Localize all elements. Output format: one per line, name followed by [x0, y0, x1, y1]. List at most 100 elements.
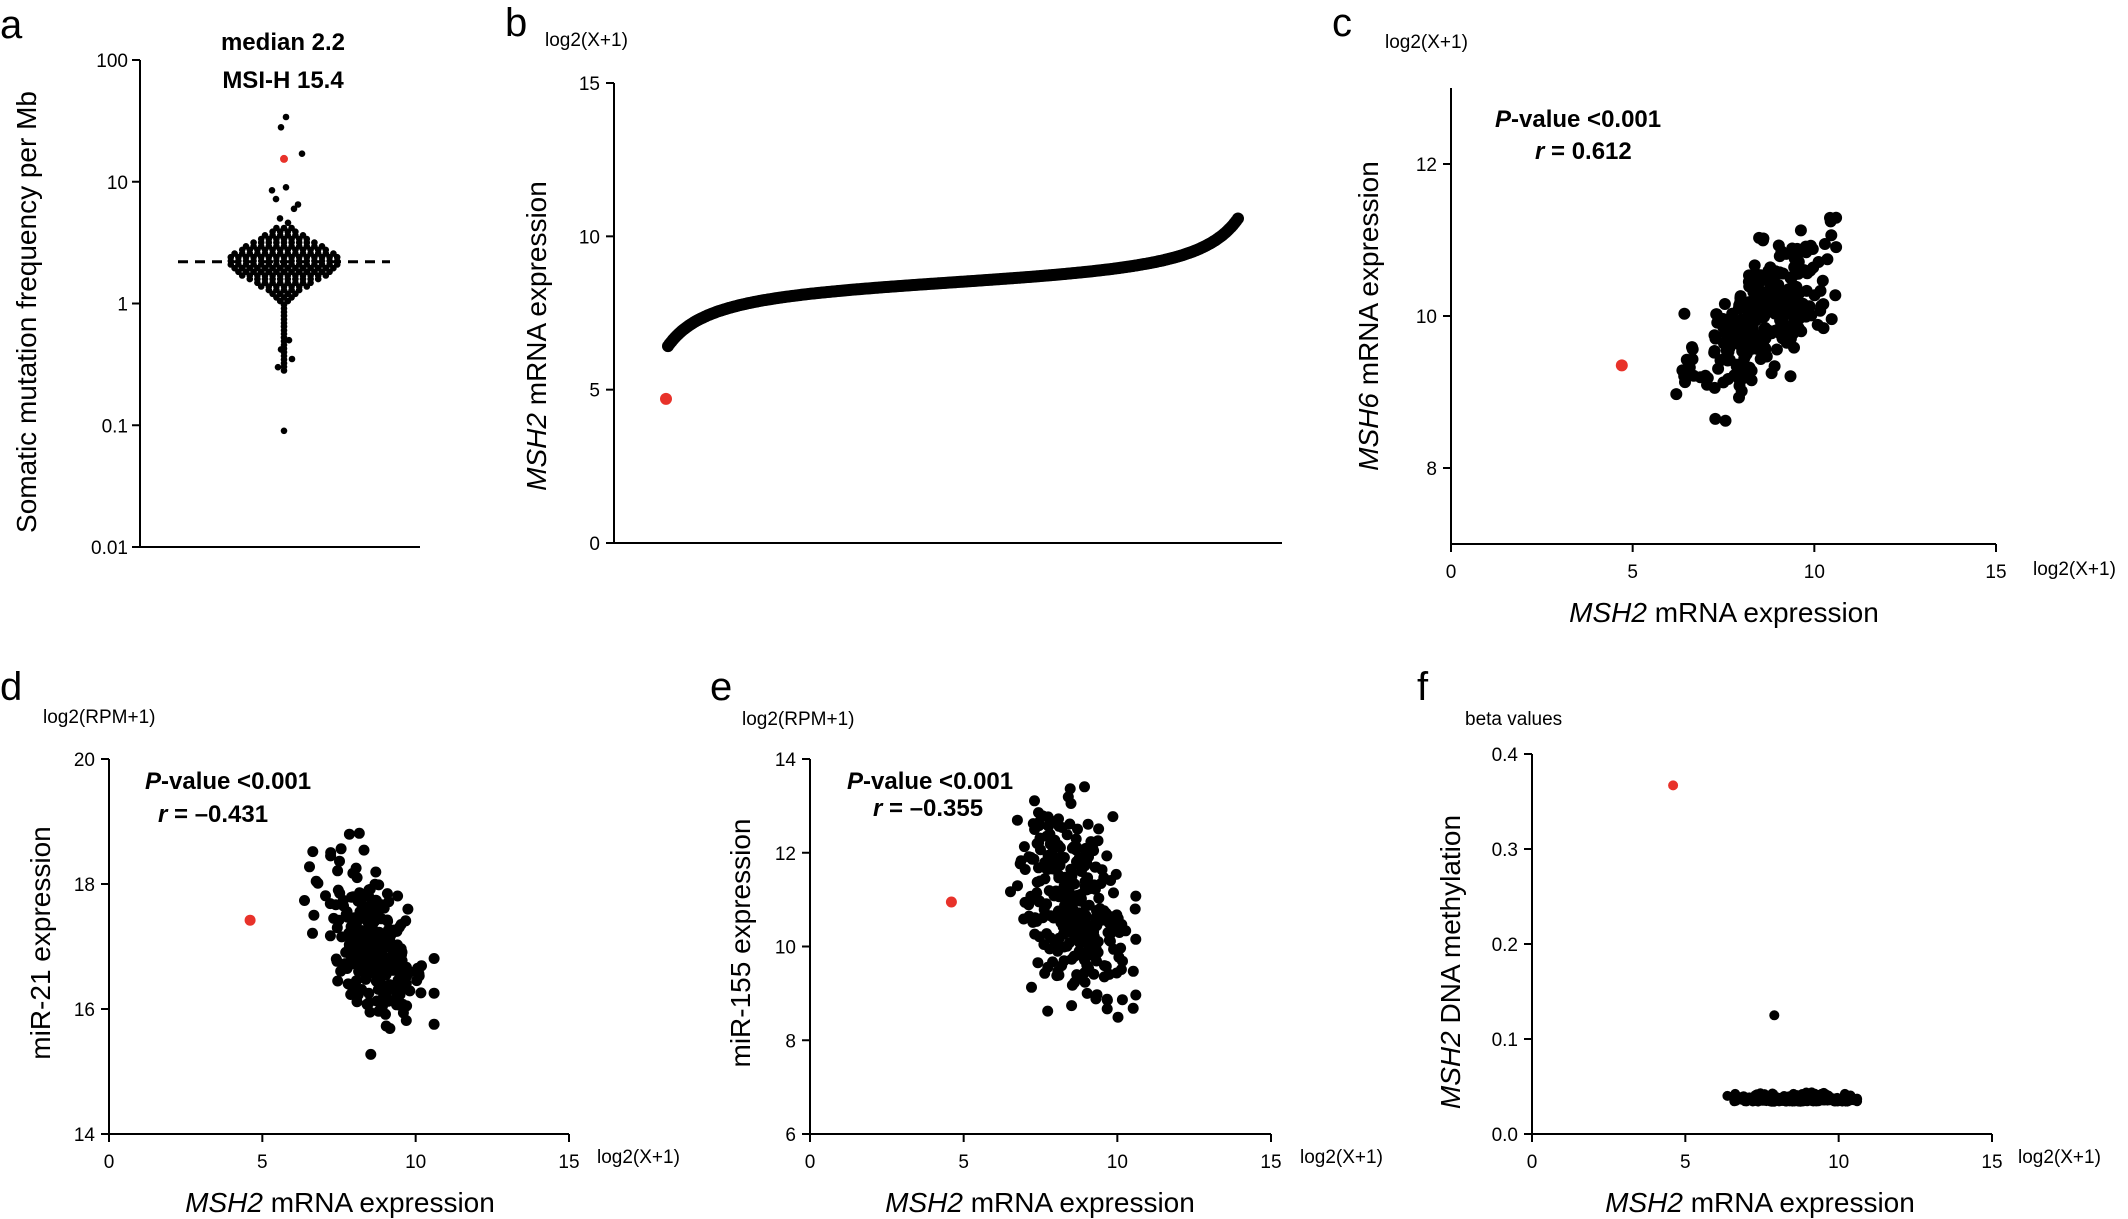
- panel-a-point: [284, 219, 292, 227]
- panel-d-pvalue-p: P: [145, 768, 162, 795]
- panel-e-point: [1116, 994, 1128, 1006]
- panel-c-ylabel-rest: mRNA expression: [1353, 161, 1384, 393]
- panel-e-xlabel: MSH2 mRNA expression: [885, 1187, 1195, 1218]
- panel-d-point: [345, 989, 357, 1000]
- panel-a-median-label: median 2.2: [221, 29, 345, 56]
- panel-c-point: [1773, 250, 1786, 263]
- panel-d-point: [350, 918, 362, 930]
- panel-e-point: [1077, 951, 1089, 963]
- panel-e-point: [1108, 887, 1119, 899]
- panel-a-point: [272, 195, 280, 203]
- panel-e-point: [1129, 903, 1141, 915]
- panel-f-point: [1769, 1096, 1780, 1107]
- panel-c-ytick-label: 10: [1416, 307, 1437, 328]
- panel-f-xlabel-rest: mRNA expression: [1683, 1187, 1915, 1218]
- panel-a-point: [280, 224, 288, 232]
- panel-e-point: [1092, 913, 1104, 925]
- panel-a-ytick-label: 0.01: [91, 538, 128, 559]
- panel-f-point: [1751, 1094, 1762, 1104]
- panel-e-point: [1077, 930, 1089, 942]
- panel-c-xtick-label: 15: [1985, 562, 2006, 583]
- panel-e-point: [1041, 859, 1053, 871]
- panel-e-point: [1027, 916, 1039, 928]
- panel-d-xtick-label: 10: [405, 1152, 426, 1173]
- panel-e-point: [1071, 890, 1083, 901]
- panel-f-xlabel: MSH2 mRNA expression: [1605, 1187, 1915, 1218]
- panel-a-point: [277, 346, 285, 353]
- panel-a-point: [242, 243, 250, 250]
- panel-e-pvalue-text: -value <0.001: [863, 768, 1013, 795]
- panel-c-point: [1735, 299, 1748, 312]
- panel-e-point: [1048, 912, 1060, 924]
- panel-c-letter: c: [1332, 1, 1352, 45]
- panel-c-point: [1805, 309, 1818, 322]
- panel-e-rvalue: r = –0.355: [873, 795, 983, 822]
- panel-d-point: [342, 978, 354, 990]
- panel-d-point: [349, 929, 361, 941]
- panel-f-ytick-label: 0.3: [1492, 840, 1518, 861]
- panel-d-point: [377, 932, 389, 943]
- panel-c-point: [1777, 267, 1789, 280]
- panel-a-ytick-label: 1: [117, 295, 128, 316]
- panel-b-ylabel-gene: MSH2: [521, 413, 552, 491]
- panel-c-point: [1718, 336, 1731, 349]
- panel-d-point: [331, 955, 343, 967]
- panel-a-point: [290, 205, 298, 213]
- panel-d-point: [361, 998, 373, 1010]
- panel-d-point: [351, 872, 363, 884]
- panel-d-point: [343, 828, 355, 840]
- panel-e-point: [1026, 981, 1037, 993]
- panel-c-point: [1739, 363, 1752, 376]
- panel-b-yticks: 0 5 10 15: [579, 74, 614, 555]
- panel-d-point: [395, 919, 407, 930]
- panel-e-point: [1083, 851, 1094, 863]
- panel-a-point: [261, 232, 269, 239]
- panel-c-point: [1751, 268, 1764, 281]
- panel-d-letter: d: [0, 665, 22, 709]
- panel-f-points: [1668, 780, 1863, 1107]
- panel-d-point: [402, 903, 414, 915]
- panel-e-point: [1031, 893, 1042, 905]
- panel-f-axes: [1531, 754, 1992, 1135]
- panel-b-highlight-point: [660, 392, 672, 405]
- panel-e-point: [1018, 913, 1030, 925]
- panel-d-point: [365, 1048, 377, 1060]
- panel-c-point: [1709, 412, 1722, 425]
- panel-e-point: [1093, 823, 1105, 835]
- panel-e-point: [1090, 993, 1102, 1005]
- panel-e-point: [1078, 967, 1090, 979]
- panel-e-point: [1112, 1011, 1124, 1023]
- panel-c-point: [1728, 369, 1741, 382]
- panel-f-x-unit: log2(X+1): [2018, 1147, 2101, 1168]
- panel-c-rvalue: r = 0.612: [1535, 138, 1632, 165]
- panel-d-points: [244, 827, 440, 1060]
- panel-d-point: [335, 843, 347, 855]
- panel-c-point: [1825, 313, 1838, 326]
- panel-d-rvalue-text: = –0.431: [167, 801, 268, 828]
- panel-a-point: [288, 224, 295, 232]
- panel-b-point: [1232, 212, 1244, 225]
- panel-f-point: [1809, 1091, 1820, 1102]
- panel-c-point: [1781, 299, 1793, 312]
- panel-a-point: [299, 232, 307, 239]
- panel-c-pvalue: P-value <0.001: [1495, 106, 1661, 133]
- panel-d-point: [354, 887, 365, 899]
- panel-d-point: [333, 914, 345, 926]
- panel-f-y-unit: beta values: [1465, 709, 1562, 730]
- panel-a-point: [268, 187, 276, 194]
- panel-e-point: [1066, 979, 1078, 991]
- panel-e-point: [1048, 890, 1060, 902]
- panel-f-xtick-label: 0: [1527, 1152, 1538, 1173]
- panel-a-ytick-label: 10: [107, 173, 128, 194]
- panel-c-rvalue-r: r: [1535, 138, 1546, 165]
- panel-c-point: [1811, 318, 1824, 331]
- panel-e-point: [1034, 875, 1046, 887]
- panel-d-point: [380, 1020, 392, 1032]
- panel-f-point: [1722, 1090, 1733, 1101]
- panel-c: c log2(X+1) log2(X+1) MSH6 mRNA expressi…: [1332, 1, 2116, 628]
- panel-e-x-unit: log2(X+1): [1300, 1147, 1383, 1168]
- panel-c-point: [1710, 308, 1723, 321]
- panel-c-point: [1750, 296, 1763, 309]
- panel-d-point: [364, 903, 376, 915]
- panel-d-point: [371, 995, 383, 1007]
